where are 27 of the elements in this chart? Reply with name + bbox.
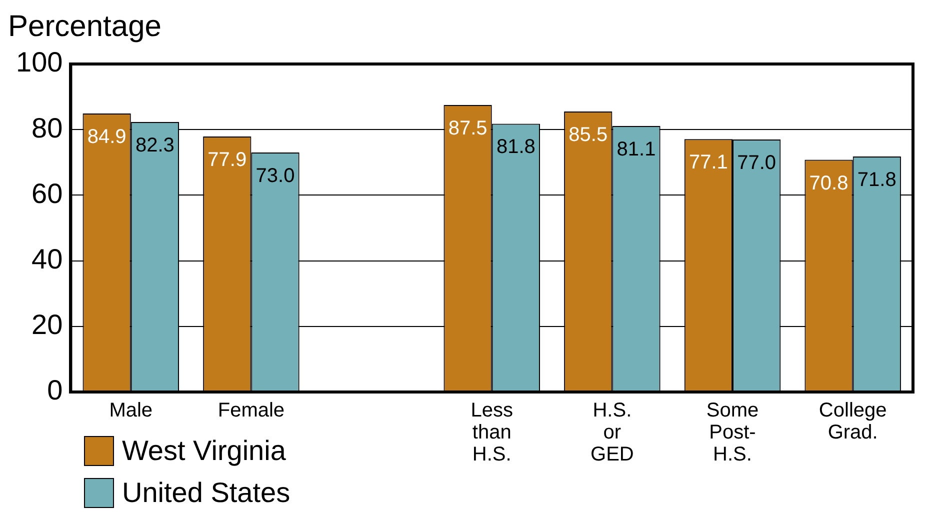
data-label: 81.8 (496, 136, 536, 158)
legend-label: United States (122, 477, 290, 509)
y-tick-label: 60 (32, 178, 63, 209)
data-label: 84.9 (87, 126, 126, 148)
data-label: 71.8 (857, 169, 896, 192)
x-tick-label: Less than H.S. (470, 400, 513, 466)
y-tick-label: 100 (16, 46, 63, 78)
data-label: 77.0 (737, 152, 776, 174)
y-tick-label: 40 (32, 244, 63, 275)
y-tick-label: 80 (32, 112, 63, 144)
data-label: 77.1 (688, 152, 728, 174)
legend-label: West Virginia (122, 435, 286, 467)
data-label: 70.8 (809, 172, 848, 194)
x-tick-label: H.S. or GED (590, 400, 634, 466)
data-label: 81.1 (616, 138, 656, 161)
x-tick-label: Male (109, 400, 153, 422)
x-tick-label: College Grad. (818, 400, 887, 444)
data-label: 87.5 (448, 118, 488, 140)
x-tick-label: Female (218, 400, 285, 422)
data-label: 77.9 (208, 149, 247, 172)
x-tick-label: Some Post-H.S. (706, 400, 759, 466)
data-label: 73.0 (256, 165, 295, 188)
data-label: 82.3 (135, 134, 174, 157)
data-label: 85.5 (568, 124, 608, 146)
y-axis-title: Percentage (8, 10, 162, 44)
y-tick-label: 0 (47, 374, 63, 406)
y-tick-label: 20 (32, 309, 63, 340)
